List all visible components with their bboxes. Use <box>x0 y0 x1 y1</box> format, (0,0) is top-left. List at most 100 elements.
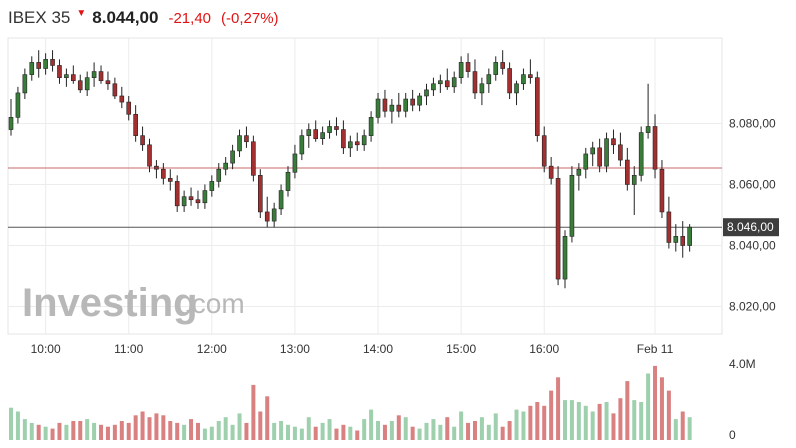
volume-bar <box>666 390 671 440</box>
candle <box>50 50 55 72</box>
volume-axis: 4.0M 0 <box>729 357 756 442</box>
candle-body <box>576 168 582 176</box>
volume-bar <box>306 417 311 440</box>
candle <box>472 59 478 100</box>
candle-body <box>396 104 402 112</box>
volume-bar <box>680 411 685 440</box>
volume-bar <box>424 422 429 440</box>
candle <box>666 196 672 249</box>
volume-bar <box>639 402 644 440</box>
candle-body <box>666 211 672 243</box>
volume-bar <box>507 421 512 440</box>
volume-bar <box>292 426 297 440</box>
candle <box>341 120 346 154</box>
volume-bar <box>147 417 152 440</box>
candle <box>154 160 159 179</box>
volume-zero-label: 0 <box>729 428 736 442</box>
volume-bar <box>576 402 581 440</box>
candle-body <box>244 135 249 143</box>
candle <box>257 169 263 219</box>
x-tick-label: Feb 11 <box>637 342 674 356</box>
candle <box>126 95 132 121</box>
candle-body <box>154 165 159 170</box>
volume-bar <box>29 422 34 440</box>
y-tick-label: 8.020,00 <box>729 300 776 314</box>
candle-body <box>174 181 180 207</box>
candle-body <box>306 129 312 136</box>
volume-bar <box>64 424 69 440</box>
candle <box>659 160 665 219</box>
candle-body <box>320 132 325 140</box>
volume-bar <box>286 424 290 440</box>
candle-body <box>223 162 228 170</box>
volume-bar <box>459 411 464 440</box>
candle <box>514 80 519 106</box>
candle-body <box>389 104 395 112</box>
volume-bar <box>92 422 97 440</box>
candle-body <box>590 147 596 155</box>
x-tick-label: 16:00 <box>529 342 559 356</box>
candle <box>486 68 492 93</box>
candle <box>64 68 69 87</box>
candle-body <box>126 101 132 115</box>
candle-body <box>507 68 512 94</box>
candle-body <box>71 74 76 82</box>
candles-layer <box>8 50 692 289</box>
candle <box>306 123 312 148</box>
candle <box>541 126 547 173</box>
volume-bar <box>673 419 678 440</box>
current-price-box <box>723 218 779 237</box>
candle <box>22 68 28 100</box>
candle-body <box>181 196 187 207</box>
candle <box>348 135 353 158</box>
volume-bar <box>251 384 256 440</box>
candle <box>382 89 388 118</box>
candle-body <box>313 129 319 140</box>
candle-body <box>354 141 360 146</box>
volume-bar <box>85 419 90 440</box>
volume-bar <box>168 421 173 440</box>
volume-bar <box>410 426 415 440</box>
price-change: -21,40 <box>168 9 212 27</box>
candle-body <box>271 208 277 222</box>
candle <box>562 230 568 289</box>
down-arrow-icon: ▼ <box>76 7 87 19</box>
volume-bar <box>382 424 387 440</box>
volume-bar <box>209 426 214 440</box>
volume-bar <box>279 421 284 440</box>
candle-body <box>604 138 609 167</box>
candle <box>209 175 215 197</box>
candle <box>458 56 464 84</box>
volume-bar <box>313 426 318 440</box>
volume-bar <box>195 422 200 440</box>
candle-body <box>493 62 499 75</box>
candle-body <box>368 117 374 136</box>
candle-body <box>479 83 485 94</box>
volume-bar <box>126 422 131 440</box>
candle-body <box>500 62 505 69</box>
candle-body <box>569 175 575 237</box>
candle <box>583 147 589 179</box>
candle-body <box>299 135 305 155</box>
volume-bar <box>445 417 450 440</box>
volume-bar <box>78 421 83 440</box>
volume-bar <box>452 426 457 440</box>
candle-body <box>444 80 450 88</box>
volume-layer <box>9 365 692 440</box>
x-tick-label: 14:00 <box>363 342 393 356</box>
volume-bar <box>272 422 277 440</box>
volume-bar <box>466 422 471 440</box>
candle <box>396 92 402 118</box>
candle-body <box>555 178 561 280</box>
price-axis: 8.080,00 8.060,00 8.040,00 8.020,00 8.046,00 <box>723 116 779 314</box>
candle <box>590 141 596 167</box>
candle-body <box>209 181 215 191</box>
volume-bar <box>71 421 76 440</box>
volume-bar <box>355 430 360 440</box>
volume-bar <box>140 411 145 440</box>
volume-bar <box>542 405 547 440</box>
instrument-symbol[interactable]: IBEX 35 <box>8 8 71 27</box>
candle-body <box>29 62 35 75</box>
candle <box>507 62 512 100</box>
